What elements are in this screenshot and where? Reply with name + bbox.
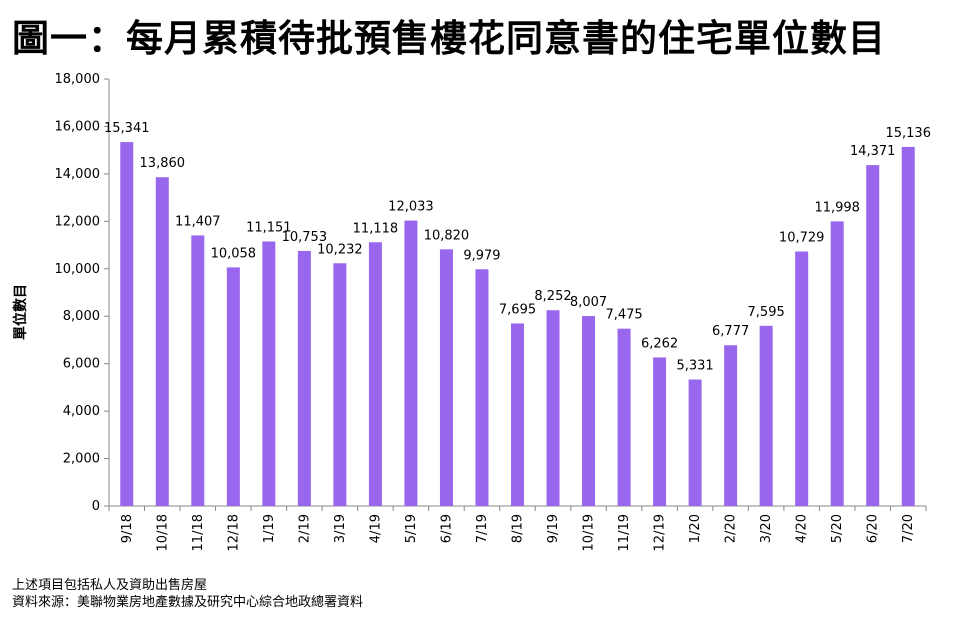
data-label: 11,998 xyxy=(814,200,860,215)
bar xyxy=(475,269,489,506)
bar xyxy=(582,316,596,506)
bar xyxy=(866,165,880,506)
bar xyxy=(404,220,418,506)
x-tick-label: 9/19 xyxy=(546,514,561,543)
x-tick-label: 7/19 xyxy=(475,514,490,543)
x-tick-label: 4/20 xyxy=(795,514,810,543)
data-label: 10,820 xyxy=(424,228,470,243)
data-label: 6,262 xyxy=(641,336,678,351)
y-tick-label: 6,000 xyxy=(63,357,100,372)
data-label: 8,007 xyxy=(570,295,607,310)
y-tick-label: 16,000 xyxy=(55,119,101,134)
data-label: 15,136 xyxy=(885,126,931,141)
bar xyxy=(653,357,667,506)
bar xyxy=(262,241,276,506)
bar xyxy=(830,221,844,506)
data-label: 15,341 xyxy=(104,121,150,136)
data-label: 7,475 xyxy=(605,308,642,323)
bar xyxy=(155,177,169,506)
x-tick-label: 2/20 xyxy=(724,514,739,543)
bar xyxy=(795,251,809,506)
x-tick-label: 6/20 xyxy=(866,514,881,543)
x-tick-label: 8/19 xyxy=(511,514,526,543)
y-tick-label: 8,000 xyxy=(63,309,100,324)
bar xyxy=(901,146,915,507)
bar xyxy=(439,249,453,506)
x-tick-label: 3/19 xyxy=(333,514,348,543)
x-tick-label: 5/19 xyxy=(404,514,419,543)
y-tick-label: 10,000 xyxy=(55,262,101,277)
x-tick-label: 10/19 xyxy=(582,514,597,551)
data-label: 11,407 xyxy=(175,214,221,229)
y-tick-label: 14,000 xyxy=(55,167,101,182)
x-tick-label: 3/20 xyxy=(759,514,774,543)
bar xyxy=(333,263,347,506)
x-tick-label: 11/18 xyxy=(191,514,206,551)
data-label: 6,777 xyxy=(712,324,749,339)
data-label: 13,860 xyxy=(140,156,186,171)
x-tick-label: 6/19 xyxy=(439,514,454,543)
x-tick-label: 11/19 xyxy=(617,514,632,551)
bar xyxy=(368,242,382,506)
data-label: 10,058 xyxy=(211,246,257,261)
data-label: 14,371 xyxy=(850,144,896,159)
bar xyxy=(226,267,240,506)
x-tick-label: 7/20 xyxy=(901,514,916,543)
x-tick-label: 12/18 xyxy=(226,514,241,551)
data-label: 12,033 xyxy=(388,200,434,215)
data-label: 7,695 xyxy=(499,302,536,317)
footnotes: 上述項目包括私人及資助出售房屋 資料來源：美聯物業房地產數據及研究中心綜合地政總… xyxy=(12,577,363,611)
x-tick-label: 2/19 xyxy=(297,514,312,543)
bar xyxy=(511,323,524,506)
x-tick-label: 5/20 xyxy=(830,514,845,543)
chart-title: 圖一：每月累積待批預售樓花同意書的住宅單位數目 xyxy=(12,17,886,60)
bar xyxy=(120,142,134,506)
footnote-source: 資料來源：美聯物業房地產數據及研究中心綜合地政總署資料 xyxy=(12,595,364,610)
x-tick-label: 1/20 xyxy=(688,514,703,543)
bar xyxy=(724,345,738,506)
y-tick-label: 0 xyxy=(92,499,100,514)
y-tick-label: 2,000 xyxy=(63,452,100,467)
x-tick-label: 4/19 xyxy=(368,514,383,543)
x-tick-label: 9/18 xyxy=(120,514,135,543)
data-label: 7,595 xyxy=(748,305,785,320)
data-label: 5,331 xyxy=(676,359,713,374)
bar xyxy=(759,325,773,506)
data-label: 8,252 xyxy=(534,289,571,304)
data-label: 10,729 xyxy=(779,230,825,245)
x-tick-label: 1/19 xyxy=(262,514,277,543)
data-label: 9,979 xyxy=(463,248,500,263)
bar xyxy=(617,328,631,506)
data-label: 10,753 xyxy=(282,230,328,245)
data-label: 11,151 xyxy=(246,220,292,235)
bar xyxy=(546,310,560,506)
data-label: 11,118 xyxy=(353,221,399,236)
footnote-scope: 上述項目包括私人及資助出售房屋 xyxy=(12,578,208,593)
y-tick-label: 18,000 xyxy=(55,72,101,87)
bar xyxy=(297,250,311,506)
bar xyxy=(191,235,205,506)
y-tick-label: 4,000 xyxy=(63,404,100,419)
x-tick-label: 12/19 xyxy=(653,514,668,551)
data-label: 10,232 xyxy=(317,242,363,257)
x-tick-label: 10/18 xyxy=(155,514,170,551)
bar xyxy=(688,379,702,506)
y-tick-label: 12,000 xyxy=(55,214,101,229)
